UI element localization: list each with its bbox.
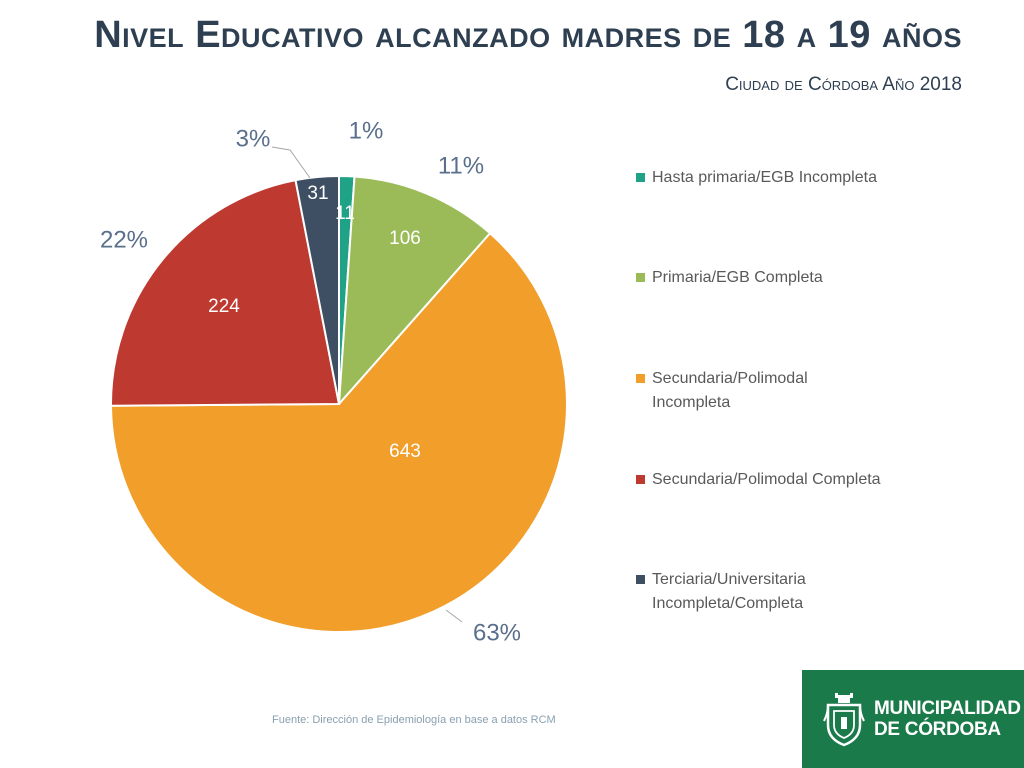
source-note: Fuente: Dirección de Epidemiología en ba… — [272, 714, 556, 726]
logo-line-2: DE CÓRDOBA — [874, 719, 1001, 740]
percent-label-secundaria-incompleta: 63% — [473, 619, 521, 646]
legend-swatch — [636, 273, 645, 282]
percent-label-secundaria-completa: 22% — [100, 226, 148, 253]
pie-slice-terciaria — [294, 174, 340, 405]
pie-slice-secundaria-incompleta — [109, 231, 568, 633]
percent-label-primaria-completa: 11% — [438, 152, 484, 179]
legend-item-primaria-completa: Primaria/EGB Completa — [636, 266, 926, 290]
leader-line-secundaria-incompleta — [445, 609, 463, 623]
chart-subtitle: Ciudad de Córdoba Año 2018 — [725, 74, 962, 95]
legend-label: Secundaria/Polimodal Incompleta — [652, 370, 808, 411]
legend-label: Secundaria/Polimodal Completa — [652, 471, 881, 488]
legend-item-hasta-primaria: Hasta primaria/EGB Incompleta — [636, 166, 926, 190]
leader-line-terciaria — [271, 146, 311, 179]
pie-slice-primaria-completa — [337, 175, 492, 407]
logo-text: MUNICIPALIDAD DE CÓRDOBA — [874, 698, 1021, 740]
legend-label: Hasta primaria/EGB Incompleta — [652, 169, 877, 186]
logo-line-1: MUNICIPALIDAD — [874, 698, 1021, 719]
legend-item-secundaria-completa: Secundaria/Polimodal Completa — [636, 468, 926, 492]
value-label-secundaria-incompleta: 643 — [389, 441, 421, 462]
legend-item-terciaria: Terciaria/Universitaria Incompleta/Compl… — [636, 568, 836, 616]
value-label-secundaria-completa: 224 — [208, 296, 240, 317]
legend-label: Primaria/EGB Completa — [652, 269, 823, 286]
value-label-hasta-primaria: 11 — [335, 203, 355, 224]
legend-label: Terciaria/Universitaria Incompleta/Compl… — [652, 571, 806, 612]
percent-label-terciaria: 3% — [236, 125, 271, 152]
chart-title: Nivel Educativo alcanzado madres de 18 a… — [94, 14, 962, 56]
pie-slice-secundaria-completa — [110, 179, 341, 407]
legend-swatch — [636, 374, 645, 383]
legend-swatch — [636, 475, 645, 484]
legend-swatch — [636, 575, 645, 584]
value-label-terciaria: 31 — [307, 183, 328, 204]
percent-label-hasta-primaria: 1% — [349, 117, 384, 144]
legend-item-secundaria-incompleta: Secundaria/Polimodal Incompleta — [636, 367, 836, 415]
legend-swatch — [636, 173, 645, 182]
municipalidad-logo: MUNICIPALIDAD DE CÓRDOBA — [802, 670, 1024, 768]
coat-of-arms-icon — [823, 693, 865, 747]
value-label-primaria-completa: 106 — [389, 228, 421, 249]
